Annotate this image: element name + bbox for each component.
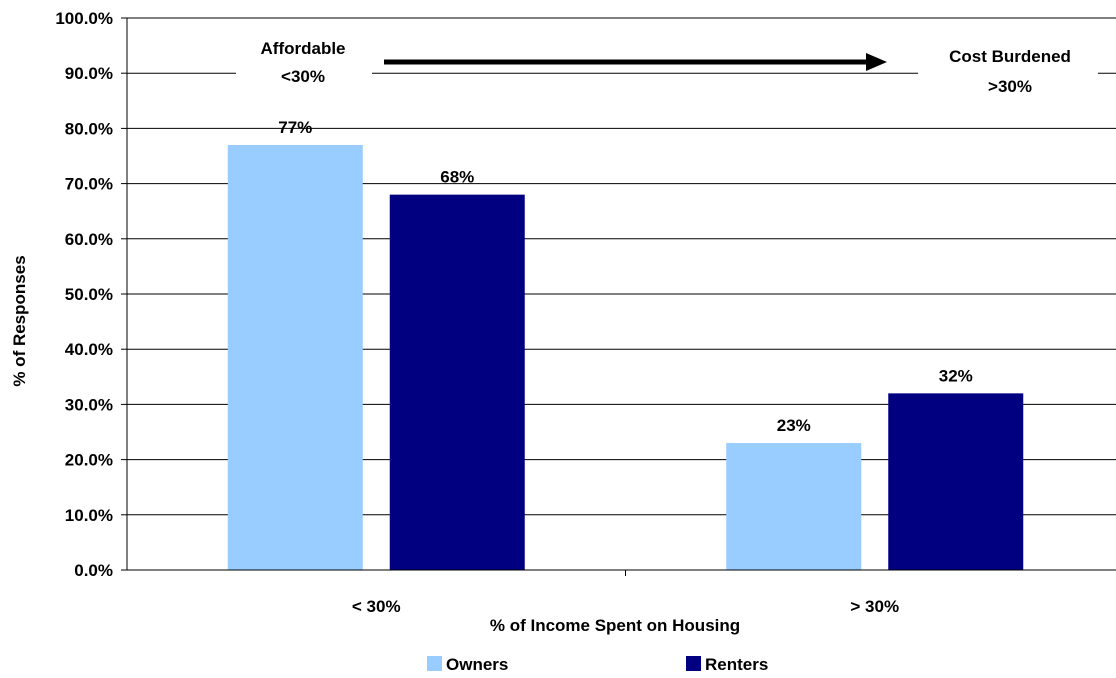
y-tick-label: 90.0% bbox=[65, 64, 113, 83]
x-axis-title: % of Income Spent on Housing bbox=[490, 616, 740, 635]
annotation-affordable-line1: Affordable bbox=[261, 39, 346, 58]
x-category-label: > 30% bbox=[850, 597, 899, 616]
data-label-renters-2: 32% bbox=[939, 366, 973, 385]
legend-label-renters: Renters bbox=[705, 655, 768, 674]
x-category-label: < 30% bbox=[352, 597, 401, 616]
y-tick-label: 50.0% bbox=[65, 285, 113, 304]
bars bbox=[227, 144, 1024, 570]
bar-renters-1 bbox=[389, 194, 525, 570]
data-label-owners-1: 77% bbox=[278, 118, 312, 137]
y-axis-title: % of Responses bbox=[10, 255, 29, 386]
arrow-head-icon bbox=[866, 53, 887, 71]
bar-renters-2 bbox=[888, 393, 1024, 570]
y-axis-ticks: 0.0% 10.0% 20.0% 30.0% 40.0% 50.0% 60.0% 70.0% 8… bbox=[55, 9, 127, 580]
data-label-renters-1: 68% bbox=[440, 168, 474, 187]
axes bbox=[126, 18, 1116, 576]
bar-owners-2 bbox=[726, 443, 862, 570]
legend-label-owners: Owners bbox=[446, 655, 508, 674]
y-tick-label: 20.0% bbox=[65, 451, 113, 470]
y-tick-label: 0.0% bbox=[74, 561, 113, 580]
y-tick-label: 10.0% bbox=[65, 506, 113, 525]
y-tick-label: 30.0% bbox=[65, 395, 113, 414]
annotation-cost-burdened: Cost Burdened >30% bbox=[918, 36, 1098, 98]
data-label-owners-2: 23% bbox=[777, 416, 811, 435]
legend-swatch-renters bbox=[686, 656, 701, 671]
y-tick-label: 80.0% bbox=[65, 119, 113, 138]
y-tick-label: 40.0% bbox=[65, 340, 113, 359]
annotation-cost-burdened-background bbox=[918, 36, 1098, 98]
annotation-affordable: Affordable <30% bbox=[236, 34, 372, 96]
legend-swatch-owners bbox=[427, 656, 442, 671]
annotation-cost-burdened-line1: Cost Burdened bbox=[949, 47, 1071, 66]
x-axis-categories: < 30% > 30% bbox=[352, 597, 899, 616]
y-tick-label: 70.0% bbox=[65, 175, 113, 194]
annotation-affordable-background bbox=[236, 34, 372, 96]
y-tick-label: 100.0% bbox=[55, 9, 113, 28]
legend: Owners Renters bbox=[427, 655, 768, 674]
y-tick-label: 60.0% bbox=[65, 230, 113, 249]
bar-data-labels: 77% 68% 23% 32% bbox=[278, 118, 973, 435]
arrow-annotation bbox=[384, 53, 887, 71]
annotation-affordable-line2: <30% bbox=[281, 67, 325, 86]
annotation-cost-burdened-line2: >30% bbox=[988, 77, 1032, 96]
bar-owners-1 bbox=[227, 144, 363, 570]
